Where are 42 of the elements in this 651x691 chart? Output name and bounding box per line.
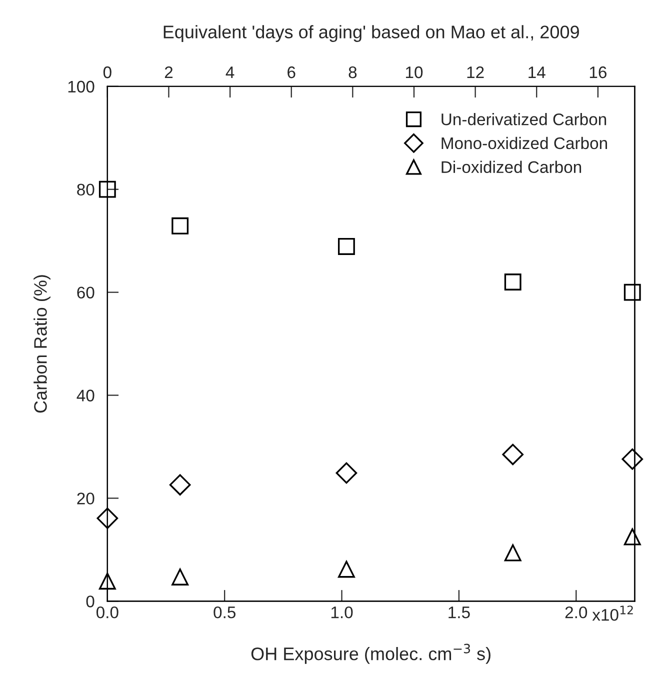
text: x10$^{12}$ bbox=[592, 606, 633, 621]
x2-tick-label: 6 bbox=[288, 66, 296, 78]
y-tick-label: 60 bbox=[77, 286, 94, 298]
legend-label: Di-oxidized Carbon bbox=[442, 160, 582, 174]
point bbox=[336, 462, 358, 484]
point bbox=[504, 544, 522, 562]
x-tick-label: 2.0 bbox=[565, 606, 588, 618]
legend-label: Mono-oxidized Carbon bbox=[442, 136, 607, 150]
point bbox=[624, 284, 641, 301]
x2-tick-label: 12 bbox=[467, 66, 484, 78]
point bbox=[98, 180, 116, 198]
point bbox=[504, 274, 522, 290]
legend-label: Un-derivatized Carbon bbox=[442, 113, 606, 126]
point bbox=[96, 508, 118, 529]
y-tick-label: 80 bbox=[77, 184, 94, 196]
y-tick-label: 20 bbox=[77, 492, 94, 504]
point bbox=[338, 238, 355, 255]
y-tick-label: 0 bbox=[86, 596, 94, 608]
point bbox=[624, 528, 641, 546]
x2-tick-label: 8 bbox=[348, 66, 357, 78]
point bbox=[502, 444, 524, 466]
y-tick-label: 40 bbox=[76, 390, 94, 402]
point bbox=[98, 572, 116, 590]
y-axis-title: Carbon Ratio (%) bbox=[34, 275, 50, 413]
point bbox=[622, 448, 644, 470]
x2-tick-label: 4 bbox=[226, 66, 234, 78]
x-axis-title: OH Exposure (molec. cm$^{−3}$ s) bbox=[251, 644, 490, 664]
point bbox=[172, 217, 189, 234]
x2-tick-label: 2 bbox=[164, 66, 173, 78]
x2-tick-label: 14 bbox=[528, 66, 546, 78]
x2-tick-label: 10 bbox=[406, 66, 423, 78]
x2-axis-title: Equivalent 'days of aging' based on Mao et al., 2009 bbox=[164, 25, 579, 42]
x-tick-label: 1.0 bbox=[331, 606, 353, 618]
x-tick-label: 0.5 bbox=[214, 606, 236, 618]
y-tick-label: 100 bbox=[68, 80, 94, 93]
x2-tick-label: 16 bbox=[590, 66, 606, 78]
point bbox=[169, 474, 191, 496]
point bbox=[338, 560, 355, 578]
x2-tick-label: 0 bbox=[103, 66, 112, 78]
x-tick-label: 0.0 bbox=[96, 606, 118, 618]
x-tick-label: 1.5 bbox=[448, 606, 470, 618]
point bbox=[172, 568, 189, 586]
